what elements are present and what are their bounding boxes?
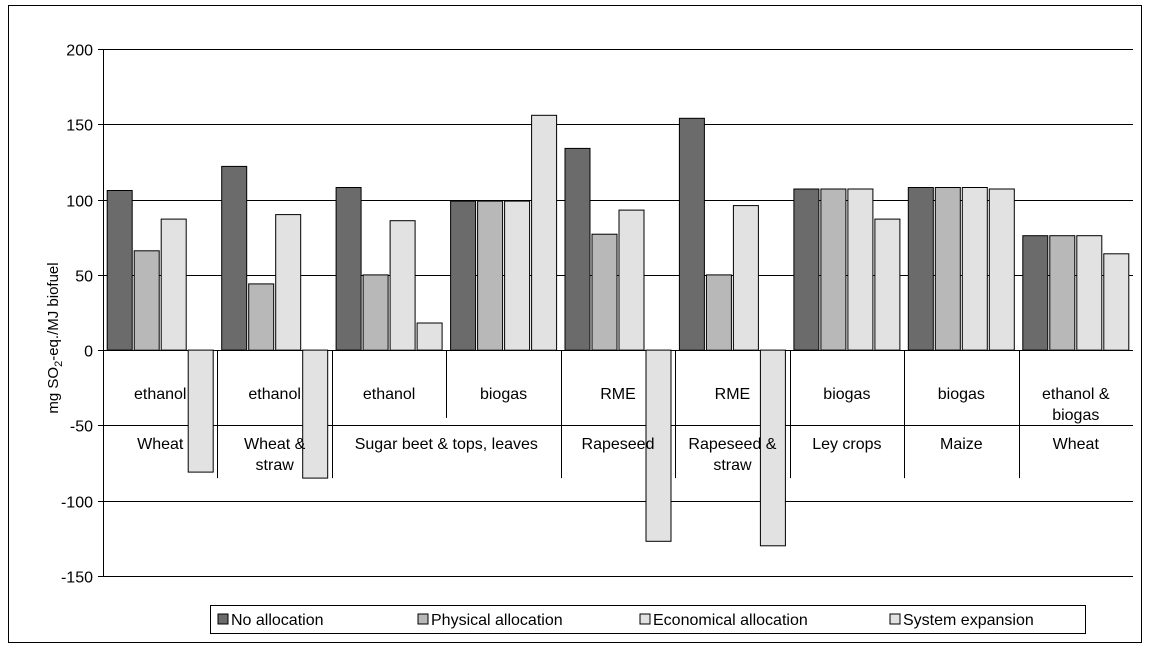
bar <box>416 322 443 351</box>
bar <box>389 220 416 351</box>
bar <box>820 188 847 351</box>
legend-label: Economical allocation <box>653 612 808 629</box>
feedstock-label: Rapeseed <box>582 436 655 453</box>
legend: No allocation Physical allocation Economic… <box>210 605 1086 634</box>
y-axis-title: mg SO2-eq./MJ biofuel <box>45 262 65 413</box>
product-label: biogas <box>823 386 870 403</box>
legend-label: Physical allocation <box>431 612 563 629</box>
product-label: ethanol <box>134 386 187 403</box>
bar <box>531 114 558 351</box>
labels-layer: ethanol Wheat ethanol Wheat & straw ethanol bi… <box>134 386 1110 474</box>
legend-label: No allocation <box>231 612 324 629</box>
legend-label: System expansion <box>903 612 1034 629</box>
bar <box>907 187 934 351</box>
feedstock-label: Ley crops <box>812 436 881 453</box>
bar <box>450 200 477 351</box>
bar <box>678 117 705 351</box>
feedstock-label: Maize <box>940 436 983 453</box>
product-label: biogas <box>480 386 527 403</box>
bar <box>847 188 874 351</box>
bar <box>302 349 329 479</box>
feedstock-label-sugar-beet: Sugar beet & tops, leaves <box>355 436 538 453</box>
bar <box>934 187 961 351</box>
feedstock-label: Wheat <box>137 436 184 453</box>
y-tick-label: 200 <box>66 43 93 60</box>
product-label: biogas <box>938 386 985 403</box>
product-label: ethanol <box>363 386 416 403</box>
y-axis-title-sub: 2 <box>53 361 65 367</box>
feedstock-label: straw <box>713 457 752 474</box>
bar <box>705 274 732 351</box>
y-tick-label: 100 <box>66 194 93 211</box>
y-tick-label: -150 <box>61 570 93 587</box>
bar <box>645 349 672 542</box>
bar <box>874 218 901 351</box>
bar <box>1022 235 1049 351</box>
bar <box>793 188 820 351</box>
bar <box>1103 253 1130 351</box>
y-tick-label: -100 <box>61 495 93 512</box>
product-label: RME <box>715 386 751 403</box>
product-label: ethanol & <box>1042 386 1110 403</box>
bar <box>187 349 214 473</box>
axis-layer: 200 150 100 50 0 -50 -100 -150 <box>61 43 1020 587</box>
feedstock-label: Wheat & <box>244 436 306 453</box>
legend-swatch <box>889 613 901 625</box>
bar <box>362 274 389 351</box>
bar <box>504 200 531 351</box>
y-axis-title-main: mg SO <box>45 367 62 414</box>
bar <box>591 233 618 351</box>
bar <box>732 205 759 351</box>
bar <box>988 188 1015 351</box>
bar <box>618 209 645 351</box>
y-tick-label: 0 <box>84 344 93 361</box>
product-label: ethanol <box>248 386 301 403</box>
y-tick-label: 50 <box>75 269 93 286</box>
bars-layer <box>106 114 1130 547</box>
bar <box>961 187 988 351</box>
y-axis-title-rest: -eq./MJ biofuel <box>45 262 62 360</box>
y-tick-label: -50 <box>70 419 93 436</box>
bar <box>248 283 275 351</box>
bar <box>335 187 362 351</box>
legend-swatch <box>417 613 429 625</box>
bar <box>564 147 591 351</box>
legend-swatch <box>217 613 229 625</box>
bar <box>1049 235 1076 351</box>
bar <box>275 214 302 351</box>
feedstock-label: Rapeseed & <box>688 436 776 453</box>
feedstock-label: Wheat <box>1053 436 1100 453</box>
bar <box>221 165 248 351</box>
y-tick-label: 150 <box>66 118 93 135</box>
legend-swatch <box>639 613 651 625</box>
bar <box>106 190 133 351</box>
bar <box>160 218 187 351</box>
product-label: biogas <box>1052 407 1099 424</box>
feedstock-label: straw <box>256 457 295 474</box>
bar <box>759 349 786 547</box>
product-label: RME <box>600 386 636 403</box>
bar <box>133 250 160 351</box>
bar <box>1076 235 1103 351</box>
grid-layer <box>103 49 1133 577</box>
bar <box>477 200 504 351</box>
